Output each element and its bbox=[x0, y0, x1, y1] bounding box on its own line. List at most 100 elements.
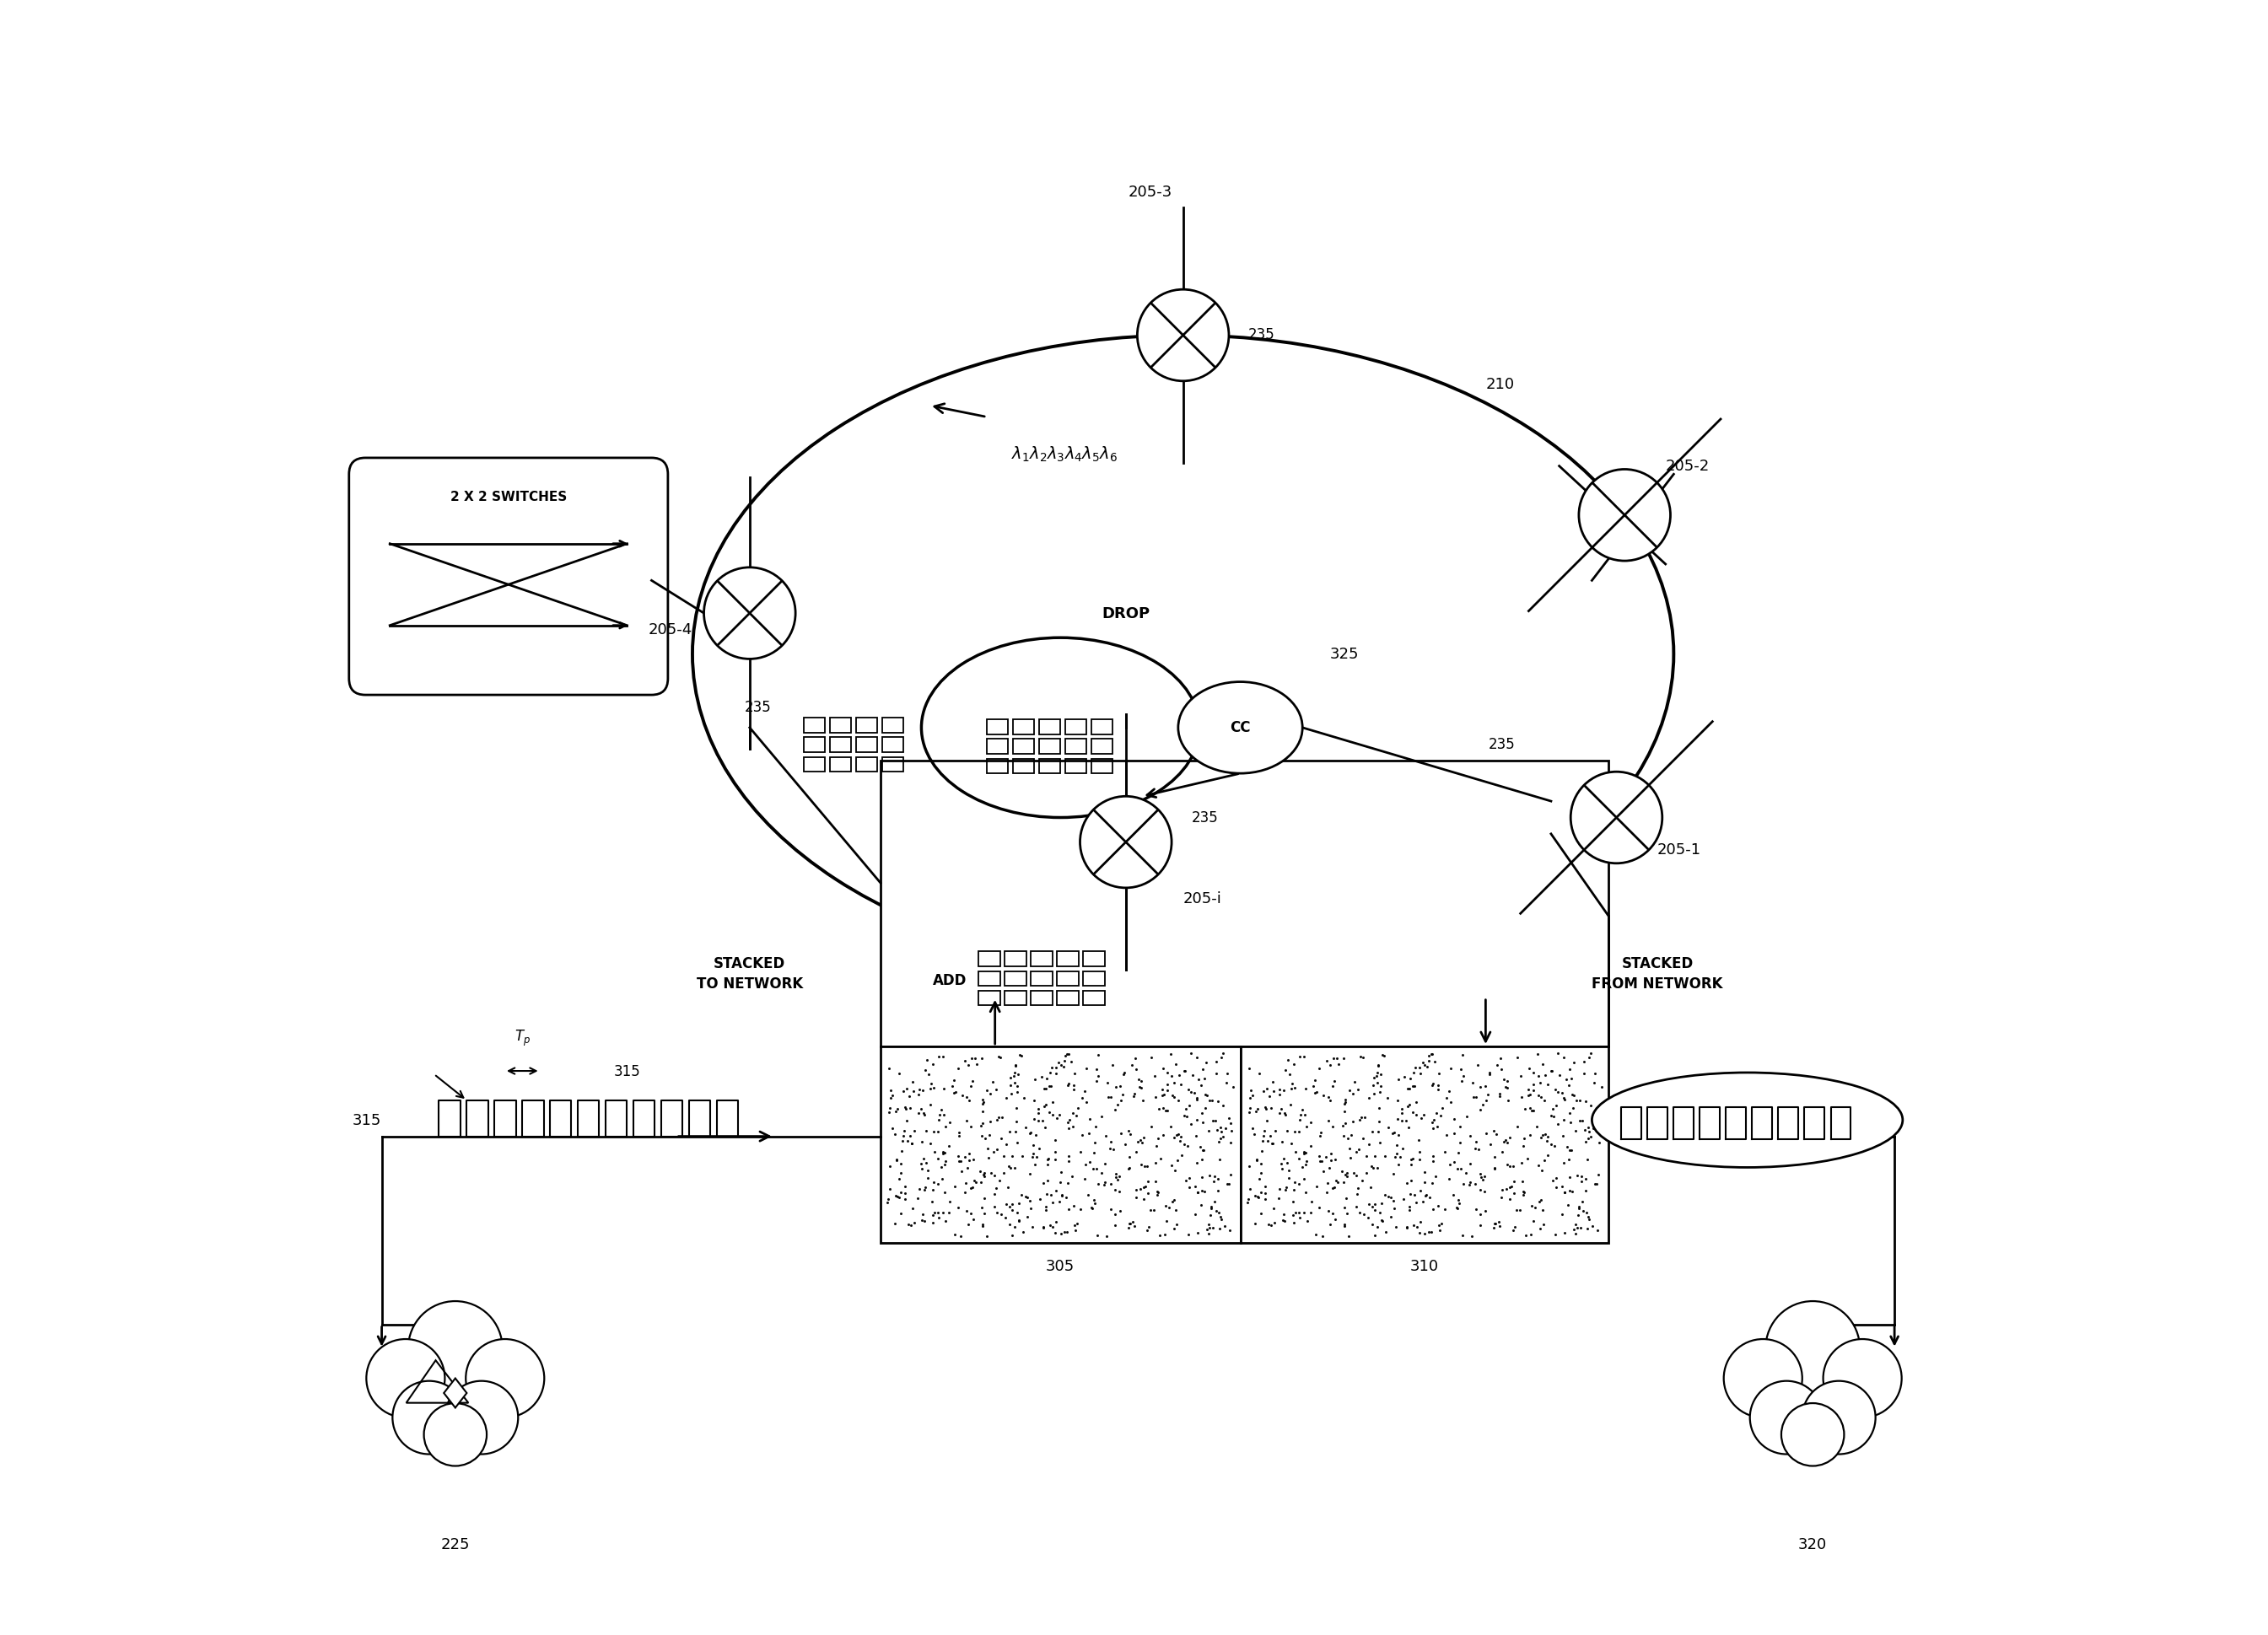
Point bbox=[982, 1167, 1018, 1194]
Bar bbox=[855, 757, 878, 772]
Point bbox=[1182, 1192, 1218, 1218]
Point bbox=[1431, 1077, 1467, 1104]
Point bbox=[1445, 1041, 1481, 1068]
Point bbox=[1184, 1177, 1220, 1203]
Point bbox=[1154, 1063, 1191, 1089]
Text: $T_p$: $T_p$ bbox=[515, 1028, 531, 1048]
Point bbox=[1018, 1144, 1055, 1171]
Point bbox=[1472, 1059, 1508, 1086]
Point bbox=[896, 1077, 932, 1104]
Point bbox=[1012, 1187, 1048, 1213]
Point bbox=[1100, 1179, 1136, 1205]
Point bbox=[1191, 1117, 1227, 1143]
Point bbox=[1315, 1113, 1352, 1140]
Point bbox=[1370, 1184, 1406, 1210]
Point bbox=[923, 1097, 959, 1123]
Point bbox=[982, 1045, 1018, 1071]
Point bbox=[1179, 1179, 1216, 1205]
Point bbox=[1388, 1107, 1424, 1133]
Point bbox=[1288, 1076, 1325, 1102]
Point bbox=[1270, 1046, 1306, 1073]
Point bbox=[1075, 1187, 1111, 1213]
Point bbox=[1354, 1153, 1390, 1179]
Bar bbox=[855, 737, 878, 752]
Point bbox=[1556, 1095, 1592, 1122]
Point bbox=[1297, 1221, 1334, 1248]
Point bbox=[1354, 1118, 1390, 1144]
Point bbox=[1510, 1122, 1547, 1148]
Point bbox=[1281, 1118, 1318, 1144]
Point bbox=[1356, 1081, 1393, 1107]
Point bbox=[1132, 1197, 1168, 1223]
Point bbox=[1526, 1087, 1563, 1113]
Point bbox=[1420, 1213, 1456, 1239]
Point bbox=[937, 1068, 973, 1094]
Point bbox=[1572, 1045, 1608, 1071]
Point bbox=[1288, 1148, 1325, 1174]
Bar bbox=[1005, 991, 1025, 1006]
Point bbox=[1036, 1055, 1073, 1081]
Point bbox=[1572, 1092, 1608, 1118]
Point bbox=[1438, 1195, 1474, 1221]
Bar bbox=[1032, 991, 1052, 1006]
Point bbox=[1268, 1118, 1304, 1144]
Bar bbox=[1057, 971, 1077, 986]
Point bbox=[1427, 1197, 1463, 1223]
Point bbox=[925, 1140, 962, 1166]
Point bbox=[1556, 1216, 1592, 1243]
Point bbox=[1039, 1105, 1075, 1131]
Point bbox=[968, 1135, 1005, 1161]
Point bbox=[1506, 1125, 1542, 1151]
Point bbox=[1481, 1082, 1517, 1109]
Point bbox=[1535, 1133, 1572, 1159]
Point bbox=[1388, 1213, 1424, 1239]
Point bbox=[1016, 1133, 1052, 1159]
Point bbox=[1032, 1073, 1068, 1099]
Point bbox=[880, 1095, 916, 1122]
Point bbox=[1379, 1215, 1415, 1241]
Point bbox=[1070, 1120, 1107, 1146]
Point bbox=[1186, 1138, 1222, 1164]
Point bbox=[1050, 1109, 1086, 1135]
Point bbox=[1168, 1167, 1204, 1194]
Point bbox=[987, 1143, 1023, 1169]
Point bbox=[878, 1148, 914, 1174]
Point bbox=[1066, 1166, 1102, 1192]
Point bbox=[1297, 1068, 1334, 1094]
Point bbox=[1166, 1058, 1202, 1084]
Point bbox=[1080, 1063, 1116, 1089]
Point bbox=[1048, 1185, 1084, 1212]
Point bbox=[1361, 1118, 1397, 1144]
Point bbox=[1383, 1136, 1420, 1162]
Point bbox=[1454, 1223, 1490, 1249]
Point bbox=[964, 1086, 1000, 1112]
Point bbox=[1318, 1146, 1354, 1172]
Point bbox=[903, 1095, 939, 1122]
Point bbox=[1411, 1043, 1447, 1069]
Point bbox=[1470, 1082, 1506, 1109]
Point bbox=[991, 1212, 1027, 1238]
Point bbox=[928, 1113, 964, 1140]
Point bbox=[1247, 1094, 1284, 1120]
Point bbox=[1150, 1071, 1186, 1097]
Point bbox=[1057, 1073, 1093, 1099]
Point bbox=[914, 1176, 950, 1202]
Point bbox=[1238, 1099, 1275, 1125]
Point bbox=[1427, 1140, 1463, 1166]
Point bbox=[1377, 1120, 1413, 1146]
Point bbox=[980, 1043, 1016, 1069]
Point bbox=[1347, 1104, 1383, 1130]
Point bbox=[900, 1176, 937, 1202]
Point bbox=[1422, 1061, 1458, 1087]
Point bbox=[1086, 1123, 1123, 1149]
Point bbox=[1393, 1197, 1429, 1223]
Point bbox=[1012, 1120, 1048, 1146]
Point bbox=[885, 1128, 921, 1154]
Point bbox=[1241, 1095, 1277, 1122]
Point bbox=[1098, 1177, 1134, 1203]
Point bbox=[948, 1171, 984, 1197]
Point bbox=[1095, 1051, 1132, 1077]
Point bbox=[1476, 1154, 1513, 1180]
Point bbox=[1515, 1071, 1551, 1097]
Point bbox=[964, 1161, 1000, 1187]
